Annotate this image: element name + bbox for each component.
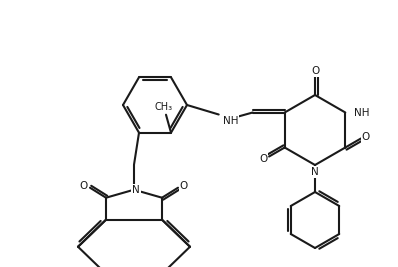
Text: N: N [132,185,140,195]
Text: NH: NH [354,108,370,117]
Text: O: O [80,181,88,191]
Text: O: O [259,154,267,163]
Text: O: O [362,132,370,142]
Text: O: O [180,181,188,191]
Text: CH₃: CH₃ [155,102,173,112]
Text: N: N [311,167,319,177]
Text: NH: NH [223,116,238,125]
Text: O: O [311,66,319,76]
